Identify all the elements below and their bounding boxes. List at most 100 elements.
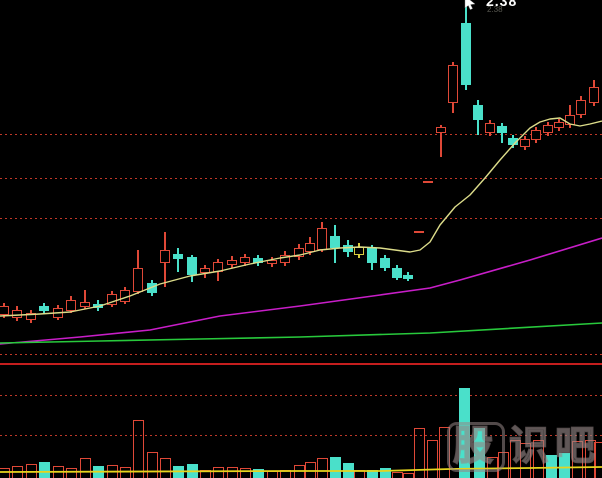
ma-green [0, 322, 602, 344]
watermark: 股识吧 [447, 413, 601, 472]
volume-bar-down [252, 469, 264, 478]
candle-down [497, 126, 507, 133]
volume-bar-down [558, 453, 570, 478]
candle-down [173, 254, 183, 259]
candle-up [543, 125, 553, 133]
candle-down [461, 23, 471, 85]
volume-bar-up [212, 467, 224, 478]
candle-up [423, 181, 433, 183]
candle-down [147, 283, 157, 293]
volume-bar-up [279, 470, 291, 478]
volume-bar-up [119, 467, 131, 478]
volume-bar-up [413, 428, 425, 478]
candle-up [317, 228, 327, 250]
candle-up [240, 257, 250, 263]
candle-up [227, 260, 237, 265]
candle-up [485, 123, 495, 133]
candle-up [565, 115, 575, 125]
candle-up [80, 302, 90, 307]
candle-up [589, 87, 599, 103]
volume-bar-up [65, 468, 77, 478]
candle-up [280, 255, 290, 263]
dotted-gridline [0, 178, 602, 179]
volume-bar-up [266, 471, 278, 478]
candle-up [554, 122, 564, 128]
candle-up [53, 308, 63, 318]
volume-bar-up [25, 464, 37, 478]
dotted-gridline [0, 435, 602, 436]
candle-up [414, 231, 424, 233]
volume-bar-up [11, 466, 23, 478]
volume-bar-up [353, 470, 365, 478]
volume-bar-down [92, 466, 104, 478]
pane-separator-line [0, 363, 602, 365]
dotted-gridline [0, 395, 602, 396]
candle-up [267, 260, 277, 264]
candle-up [448, 65, 458, 103]
volume-bar-up [52, 466, 64, 478]
volume-bar-down [186, 464, 198, 478]
dotted-gridline [0, 218, 602, 219]
candle-down [343, 245, 353, 252]
candle-down [367, 248, 377, 263]
volume-bar-up [519, 443, 531, 478]
candle-up [66, 300, 76, 311]
candle-down [330, 236, 340, 248]
price-label: 2.38 [486, 0, 518, 9]
watermark-text: 识吧 [508, 423, 601, 469]
volume-bar-up [426, 440, 438, 478]
candle-up [160, 250, 170, 263]
candle-down [253, 258, 263, 263]
volume-bar-up [159, 458, 171, 478]
candle-up [12, 310, 22, 318]
candle-up [26, 313, 36, 320]
candle-down [187, 257, 197, 275]
volume-bar-up [0, 468, 10, 478]
volume-bar-down [38, 462, 50, 478]
candle-highlight [354, 247, 364, 255]
volume-bar-down [379, 468, 391, 478]
volume-bar-up [402, 473, 414, 478]
volume-bar-up [304, 462, 316, 478]
candle-down [508, 138, 518, 145]
volume-bar-up [146, 452, 158, 478]
candle-down [392, 268, 402, 278]
volume-bar-up [132, 420, 144, 478]
volume-bar-up [316, 458, 328, 478]
volume-bar-down [458, 388, 470, 478]
volume-bar-down [473, 428, 485, 478]
volume-bar-down [366, 470, 378, 478]
volume-bar-down [329, 457, 341, 478]
volume-bar-up [226, 467, 238, 478]
volume-bar-up [106, 465, 118, 478]
watermark-boxed-char: 股 [447, 422, 505, 472]
volume-bar-down [342, 463, 354, 478]
volume-bar-up [593, 442, 602, 478]
volume-bar-up [532, 440, 544, 478]
volume-bar-up [571, 441, 583, 478]
mouse-cursor-icon [464, 0, 476, 10]
candle-down [473, 105, 483, 120]
volume-bar-up [79, 458, 91, 478]
candle-up [294, 248, 304, 257]
volume-bar-up [391, 472, 403, 478]
candle-down [93, 304, 103, 308]
volume-bar-up [293, 465, 305, 478]
dotted-gridline [0, 354, 602, 355]
candle-up [200, 268, 210, 273]
candle-up [133, 268, 143, 292]
candle-wick [177, 248, 179, 272]
volume-bar-up [239, 468, 251, 478]
volume-bar-up [199, 470, 211, 478]
candle-up [520, 139, 530, 147]
volume-bar-up [584, 440, 596, 478]
candle-down [403, 275, 413, 279]
candle-up [107, 294, 117, 305]
candle-up [576, 100, 586, 115]
candle-up [213, 262, 223, 272]
candle-up [305, 243, 315, 252]
candle-up [531, 130, 541, 140]
price-label-secondary: 2.38 [487, 5, 503, 14]
